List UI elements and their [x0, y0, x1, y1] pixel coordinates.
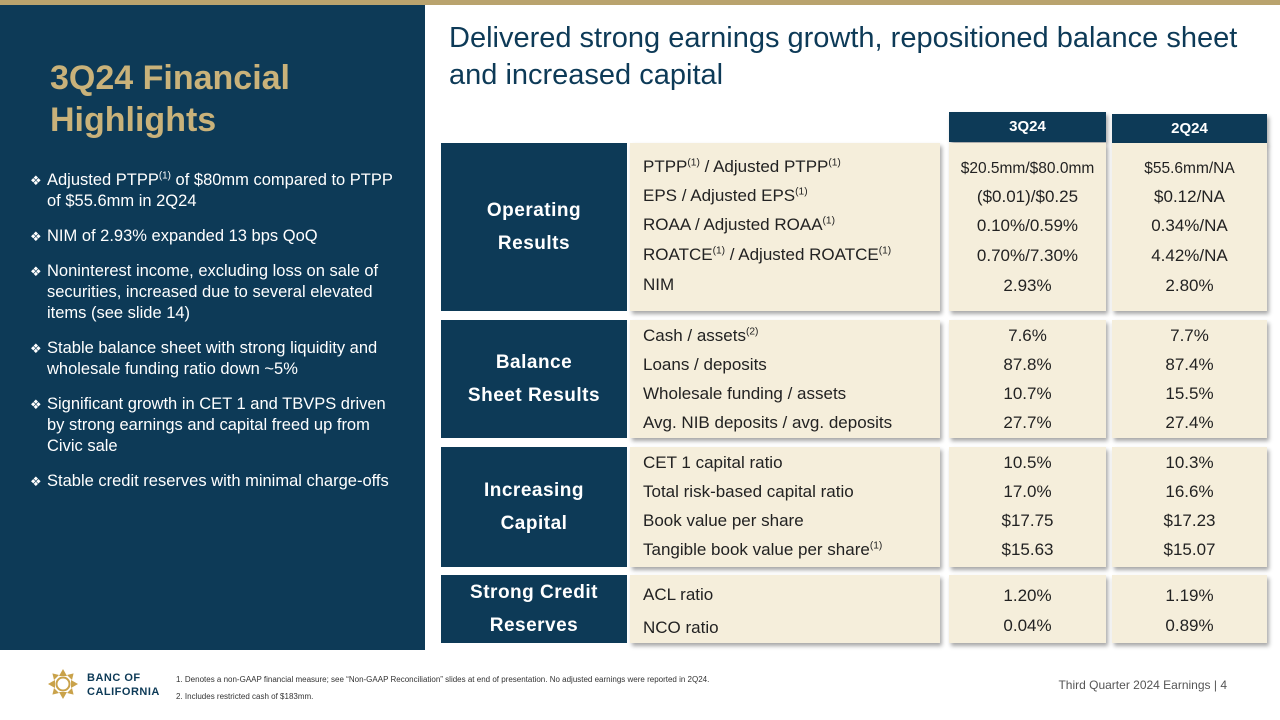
metric-value: $0.12/NA [1154, 187, 1225, 206]
metric-value: 27.7% [1003, 413, 1052, 432]
section-label-balance: Balance Sheet Results [441, 320, 627, 438]
list-item: ❖ NIM of 2.93% expanded 13 bps QoQ [30, 227, 318, 245]
metric-value: 10.3% [1165, 453, 1214, 472]
top-gold-rule [0, 0, 1280, 5]
column-header-3q24: 3Q24 [949, 112, 1106, 142]
values-2q24-box: 10.3% 16.6% $17.23 $15.07 [1112, 447, 1267, 567]
metric-value: $15.63 [1001, 540, 1054, 559]
metric-name: PTPP(1) / Adjusted PTPP(1) [643, 157, 841, 176]
diamond-bullet-icon: ❖ [30, 264, 42, 279]
metric-value: $17.23 [1163, 511, 1216, 530]
metric-name: Book value per share [643, 511, 804, 530]
metric-value: 1.19% [1165, 586, 1214, 605]
metric-value: $55.6mm/NA [1144, 160, 1235, 177]
metric-value: 15.5% [1165, 384, 1214, 403]
metric-value: 0.89% [1165, 616, 1214, 635]
diamond-bullet-icon: ❖ [30, 173, 42, 188]
metric-names-box: ACL ratio NCO ratio [630, 575, 940, 643]
metric-value: $15.07 [1163, 540, 1216, 559]
slide-headline: Delivered strong earnings growth, reposi… [449, 22, 1238, 91]
metric-names-box: CET 1 capital ratio Total risk-based cap… [630, 447, 940, 567]
banc-of-california-logo [48, 669, 78, 699]
metric-value: 0.34%/NA [1151, 216, 1228, 235]
metric-name: ROAA / Adjusted ROAA(1) [643, 215, 835, 234]
list-item: ❖ Stable balance sheet with strong liquid… [30, 339, 378, 378]
page-label: Third Quarter 2024 Earnings | 4 [1058, 678, 1227, 692]
list-item: ❖ Noninterest income, excluding loss on s… [30, 262, 379, 322]
metric-value: 27.4% [1165, 413, 1214, 432]
metric-value: 0.70%/7.30% [976, 246, 1079, 265]
values-2q24-box: $55.6mm/NA $0.12/NA 0.34%/NA 4.42%/NA 2.… [1112, 143, 1267, 311]
metric-value: 10.7% [1003, 384, 1052, 403]
metric-value: 2.80% [1165, 276, 1214, 295]
credit-reserves-section: Strong Credit Reserves ACL ratio NCO rati… [441, 575, 1267, 643]
metric-name: Wholesale funding / assets [643, 384, 847, 403]
diamond-bullet-icon: ❖ [30, 474, 42, 489]
values-2q24-box: 7.7% 87.4% 15.5% 27.4% [1112, 320, 1267, 438]
metric-name: CET 1 capital ratio [643, 453, 783, 472]
highlights-panel: 3Q24 Financial Highlights ❖ Adjusted PTPP… [0, 5, 425, 650]
metric-name: ROATCE(1) / Adjusted ROATCE(1) [643, 245, 892, 264]
metric-value: 87.4% [1165, 355, 1214, 374]
metric-name: Avg. NIB deposits / avg. deposits [643, 413, 893, 432]
metric-value: $17.75 [1001, 511, 1054, 530]
column-header-2q24: 2Q24 [1112, 114, 1267, 144]
diamond-bullet-icon: ❖ [30, 397, 42, 412]
metric-name: Total risk-based capital ratio [643, 482, 854, 501]
logo-wordmark: BANC OF CALIFORNIA [87, 672, 160, 698]
metric-value: 16.6% [1165, 482, 1214, 501]
values-3q24-box: 10.5% 17.0% $17.75 $15.63 [949, 447, 1106, 567]
section-label-operating: Operating Results [441, 143, 627, 311]
section-label-capital: Increasing Capital [441, 447, 627, 567]
diamond-bullet-icon: ❖ [30, 341, 42, 356]
metric-name: Cash / assets(2) [643, 326, 759, 345]
list-item: ❖ Significant growth in CET 1 and TBVPS d… [30, 395, 386, 455]
values-3q24-box: 1.20% 0.04% [949, 575, 1106, 643]
list-item: ❖ Adjusted PTPP(1) of $80mm compared to P… [30, 170, 393, 210]
diamond-bullet-icon: ❖ [30, 229, 42, 244]
operating-results-section: Operating Results PTPP(1) / Adjusted PTPP… [441, 143, 1267, 311]
footnote: 2. Includes restricted cash of $183mm. [176, 692, 314, 701]
metric-value: 1.20% [1003, 586, 1052, 605]
footnote: 1. Denotes a non-GAAP financial measure;… [176, 675, 710, 684]
metric-value: 10.5% [1003, 453, 1052, 472]
metric-value: 0.04% [1003, 616, 1052, 635]
metric-name: Tangible book value per share(1) [643, 540, 883, 559]
balance-sheet-section: Balance Sheet Results Cash / assets(2) Lo… [441, 320, 1267, 438]
metric-value: 7.6% [1008, 326, 1047, 345]
list-item: ❖ Stable credit reserves with minimal cha… [30, 472, 389, 490]
metric-name: Loans / deposits [643, 355, 767, 374]
footnotes: 1. Denotes a non-GAAP financial measure;… [176, 671, 709, 705]
section-label-credit: Strong Credit Reserves [441, 575, 627, 643]
metric-name: NIM [643, 275, 675, 294]
page-title: 3Q24 Financial Highlights [50, 59, 290, 139]
values-3q24-box: $20.5mm/$80.0mm ($0.01)/$0.25 0.10%/0.59… [949, 143, 1106, 311]
metric-names-box: PTPP(1) / Adjusted PTPP(1) EPS / Adjuste… [630, 143, 940, 311]
metric-name: NCO ratio [643, 618, 719, 637]
metric-value: $20.5mm/$80.0mm [960, 160, 1095, 177]
metric-value: ($0.01)/$0.25 [976, 187, 1079, 206]
values-2q24-box: 1.19% 0.89% [1112, 575, 1267, 643]
values-3q24-box: 7.6% 87.8% 10.7% 27.7% [949, 320, 1106, 438]
metric-value: 0.10%/0.59% [976, 216, 1079, 235]
metric-name: ACL ratio [643, 585, 714, 604]
metric-value: 17.0% [1003, 482, 1052, 501]
metric-value: 2.93% [1003, 276, 1052, 295]
metric-value: 7.7% [1170, 326, 1209, 345]
metric-name: EPS / Adjusted EPS(1) [643, 186, 808, 205]
highlights-list: ❖ Adjusted PTPP(1) of $80mm compared to P… [30, 170, 400, 506]
metric-value: 4.42%/NA [1151, 246, 1228, 265]
metric-value: 87.8% [1003, 355, 1052, 374]
capital-section: Increasing Capital CET 1 capital ratio To… [441, 447, 1267, 567]
metric-names-box: Cash / assets(2) Loans / deposits Wholes… [630, 320, 940, 438]
